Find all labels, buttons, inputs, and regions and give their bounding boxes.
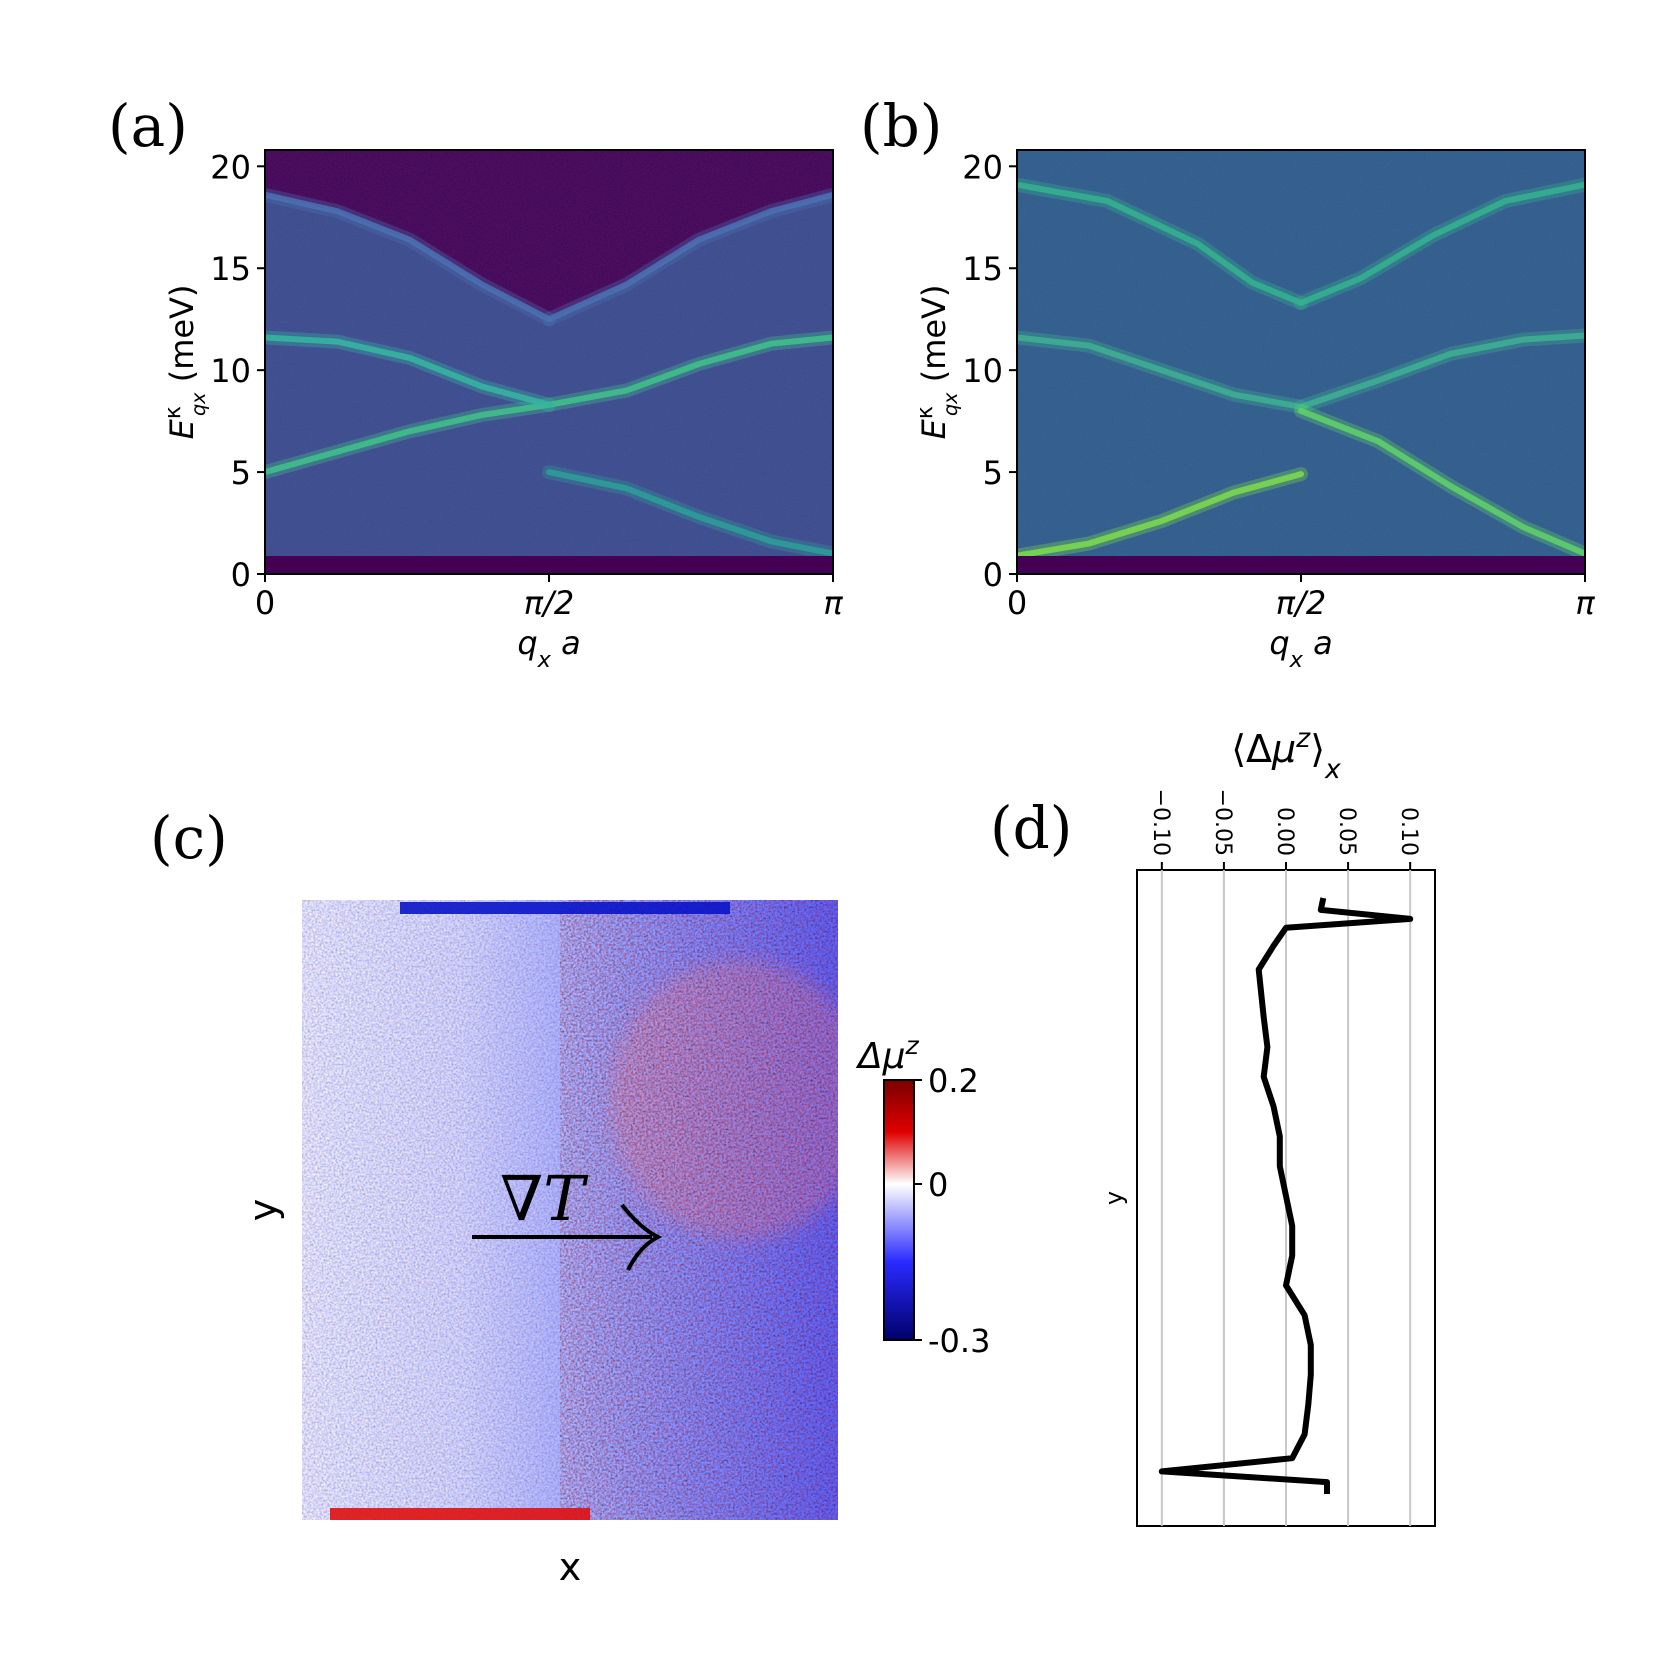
x-tick-label: −0.10 bbox=[1148, 789, 1173, 856]
band-line bbox=[546, 469, 833, 557]
panel-c: ∇T x y 0.2 0 -0.3 Δμz bbox=[241, 900, 990, 1589]
noise-b bbox=[1017, 150, 1585, 574]
x-tick-label: 0 bbox=[1007, 584, 1027, 622]
gradient-annotation: ∇T bbox=[500, 1162, 589, 1235]
y-tick-label: 0 bbox=[231, 556, 251, 594]
band-line bbox=[265, 191, 552, 323]
x-tick-label: π/2 bbox=[1276, 584, 1326, 622]
y-tick-label: 10 bbox=[962, 352, 1003, 390]
colorbar-tick-label: 0.2 bbox=[928, 1062, 979, 1100]
x-tick-label: −0.05 bbox=[1210, 789, 1235, 856]
red-noise-c-2 bbox=[302, 900, 838, 1520]
x-axis-label: qx a bbox=[1269, 624, 1332, 673]
x-tick-label: 0.05 bbox=[1334, 807, 1359, 856]
band-line bbox=[1298, 332, 1585, 410]
y-tick-label: 10 bbox=[210, 352, 251, 390]
profile-line bbox=[1158, 897, 1414, 1494]
colorbar-label: Δμz bbox=[855, 1031, 920, 1078]
colorbar-tick-label: -0.3 bbox=[928, 1322, 990, 1360]
y-tick-label: 5 bbox=[231, 454, 251, 492]
y-tick-label: 20 bbox=[962, 148, 1003, 186]
y-axis-label: Eκqx (meV) bbox=[912, 285, 962, 440]
band-line bbox=[1298, 407, 1585, 557]
x-tick-label: 0.00 bbox=[1272, 807, 1297, 856]
band-line bbox=[265, 334, 552, 408]
gradient-arrow-head bbox=[620, 1203, 663, 1271]
x-tick-label: 0.10 bbox=[1396, 807, 1421, 856]
panel-label-a: (a) bbox=[108, 92, 188, 160]
bottom-gap-b bbox=[1017, 556, 1585, 574]
x-axis-label-d: ⟨Δμz⟩x bbox=[1231, 723, 1341, 785]
band-line bbox=[1017, 471, 1304, 559]
x-tick-label: 0 bbox=[255, 584, 275, 622]
y-axis-label-c: y bbox=[241, 1199, 285, 1222]
band-line bbox=[546, 191, 833, 323]
y-tick-label: 15 bbox=[962, 250, 1003, 288]
x-tick-label: π/2 bbox=[524, 584, 574, 622]
top-edge-blue bbox=[400, 902, 730, 914]
colorbar bbox=[883, 1079, 915, 1341]
bottom-gap-a bbox=[265, 556, 833, 574]
x-tick-label: π bbox=[823, 584, 843, 622]
panel-a: 0 5 10 15 20 0 π/2 π qx a Eκqx (meV) bbox=[160, 148, 843, 673]
y-axis-label-d: y bbox=[1100, 1191, 1128, 1205]
panel-label-c: (c) bbox=[150, 804, 228, 872]
panel-b: 0 5 10 15 20 0 π/2 π qx a Eκqx (meV) bbox=[912, 148, 1595, 673]
panel-d: −0.10 −0.05 0.00 0.05 0.10 ⟨Δμz⟩x y bbox=[1100, 723, 1436, 1527]
band-line bbox=[1017, 181, 1304, 306]
y-axis-label: Eκqx (meV) bbox=[160, 285, 210, 440]
panel-label-d: (d) bbox=[990, 794, 1072, 862]
x-axis-label-c: x bbox=[559, 1545, 582, 1589]
y-tick-label: 20 bbox=[210, 148, 251, 186]
y-tick-label: 15 bbox=[210, 250, 251, 288]
y-tick-label: 0 bbox=[983, 556, 1003, 594]
band-line bbox=[1017, 334, 1304, 410]
panel-label-b: (b) bbox=[860, 92, 942, 160]
x-axis-label: qx a bbox=[517, 624, 580, 673]
bottom-edge-red bbox=[330, 1508, 590, 1520]
y-tick-label: 5 bbox=[983, 454, 1003, 492]
x-tick-label: π bbox=[1575, 584, 1595, 622]
band-line bbox=[1298, 181, 1585, 306]
colorbar-tick-label: 0 bbox=[928, 1166, 948, 1204]
